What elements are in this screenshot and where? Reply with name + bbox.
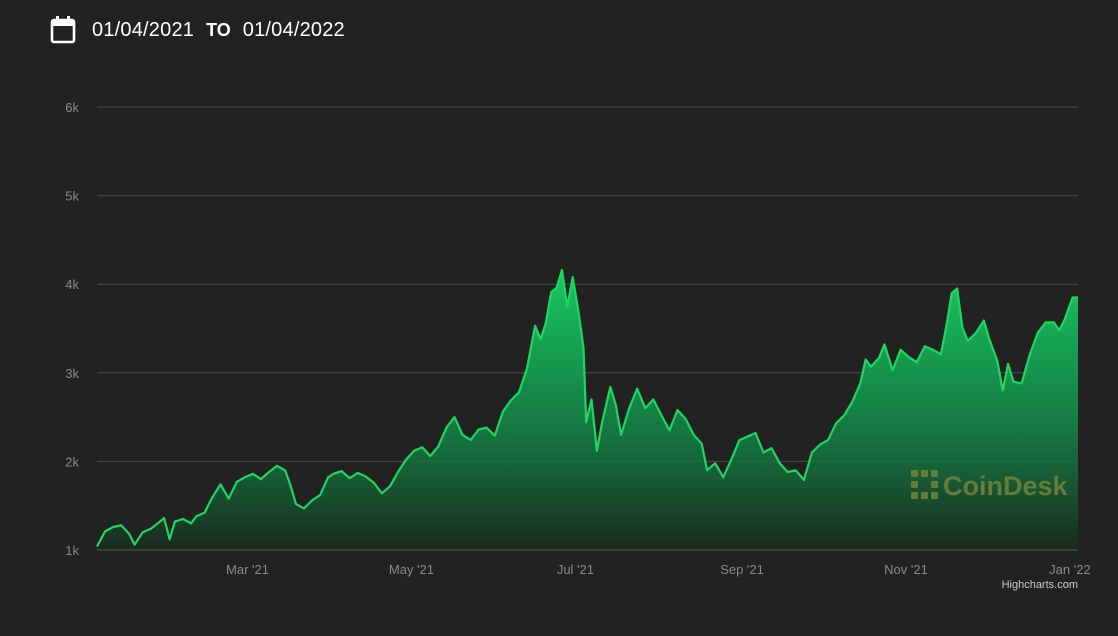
date-range-separator: TO <box>206 19 231 40</box>
x-tick-label: Nov '21 <box>884 562 928 577</box>
watermark-text: CoinDesk <box>943 471 1069 501</box>
price-area <box>97 270 1078 550</box>
y-tick-label: 1k <box>65 543 79 558</box>
end-date-input[interactable]: 01/04/2022 <box>242 18 345 41</box>
calendar-icon[interactable] <box>50 16 76 44</box>
x-tick-label: May '21 <box>389 562 434 577</box>
y-tick-label: 4k <box>65 277 79 292</box>
x-axis-labels: Mar '21 May '21 Jul '21 Sep '21 Nov '21 Jan '… <box>226 562 1091 577</box>
highcharts-credit[interactable]: Highcharts.com <box>1002 579 1078 591</box>
coindesk-logo-icon <box>911 470 938 499</box>
y-tick-label: 5k <box>65 189 79 204</box>
x-tick-label: Jul '21 <box>557 562 594 577</box>
x-tick-label: Jan '22 <box>1049 562 1091 577</box>
y-tick-label: 6k <box>65 100 79 115</box>
x-tick-label: Sep '21 <box>720 562 764 577</box>
y-axis-labels: 1k 2k 3k 4k 5k 6k <box>65 100 79 558</box>
x-tick-label: Mar '21 <box>226 562 269 577</box>
y-tick-label: 2k <box>65 454 79 469</box>
y-tick-label: 3k <box>65 366 79 381</box>
coindesk-watermark: CoinDesk <box>911 470 1069 501</box>
date-range-picker[interactable]: 01/04/2021 TO 01/04/2022 <box>50 14 351 46</box>
price-line[interactable] <box>96 268 1078 548</box>
end-date-wrapper: 01/04/2022 <box>243 19 351 42</box>
start-date-input[interactable]: 01/04/2021 <box>92 18 195 41</box>
